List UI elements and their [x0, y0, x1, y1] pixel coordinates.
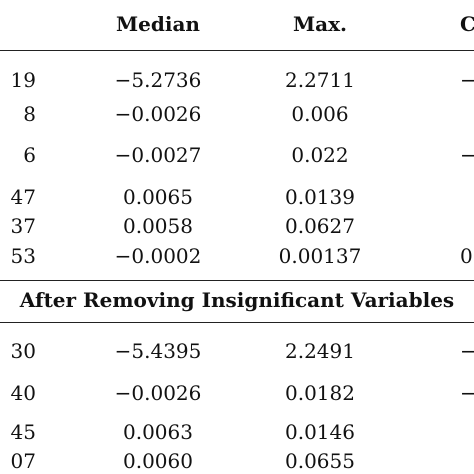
header-median: Median: [116, 12, 200, 36]
left-cell: 07: [10, 449, 36, 473]
section-title: After Removing Insignificant Variables: [19, 288, 455, 312]
max-cell: 2.2491: [285, 339, 355, 363]
right-cell: −: [460, 143, 474, 167]
max-cell: 0.0655: [285, 449, 355, 473]
left-cell: 19: [10, 68, 36, 92]
median-cell: −0.0027: [114, 143, 202, 167]
median-cell: −0.0026: [114, 102, 202, 126]
left-cell: 53: [10, 244, 36, 268]
left-cell: 45: [10, 420, 36, 444]
median-cell: −5.4395: [114, 339, 202, 363]
left-cell: 6: [23, 143, 36, 167]
left-cell: 37: [10, 214, 36, 238]
median-cell: 0.0065: [123, 185, 193, 209]
right-cell: −: [460, 381, 474, 405]
section-rule-bottom: [0, 322, 474, 323]
max-cell: 0.0146: [285, 420, 355, 444]
header-rule: [0, 50, 474, 51]
right-cell: 0: [460, 244, 473, 268]
right-cell: −: [460, 339, 474, 363]
max-cell: 0.006: [291, 102, 349, 126]
left-cell: 40: [10, 381, 36, 405]
median-cell: 0.0058: [123, 214, 193, 238]
median-cell: −5.2736: [114, 68, 202, 92]
max-cell: 0.0182: [285, 381, 355, 405]
max-cell: 0.00137: [278, 244, 362, 268]
max-cell: 0.0139: [285, 185, 355, 209]
max-cell: 0.0627: [285, 214, 355, 238]
max-cell: 2.2711: [285, 68, 355, 92]
section-rule-top: [0, 280, 474, 281]
median-cell: 0.0063: [123, 420, 193, 444]
left-cell: 30: [10, 339, 36, 363]
max-cell: 0.022: [291, 143, 349, 167]
left-cell: 8: [23, 102, 36, 126]
right-cell: −: [460, 68, 474, 92]
median-cell: −0.0002: [114, 244, 202, 268]
header-right-partial: C: [460, 12, 474, 36]
median-cell: 0.0060: [123, 449, 193, 473]
median-cell: −0.0026: [114, 381, 202, 405]
left-cell: 47: [10, 185, 36, 209]
header-max: Max.: [293, 12, 347, 36]
